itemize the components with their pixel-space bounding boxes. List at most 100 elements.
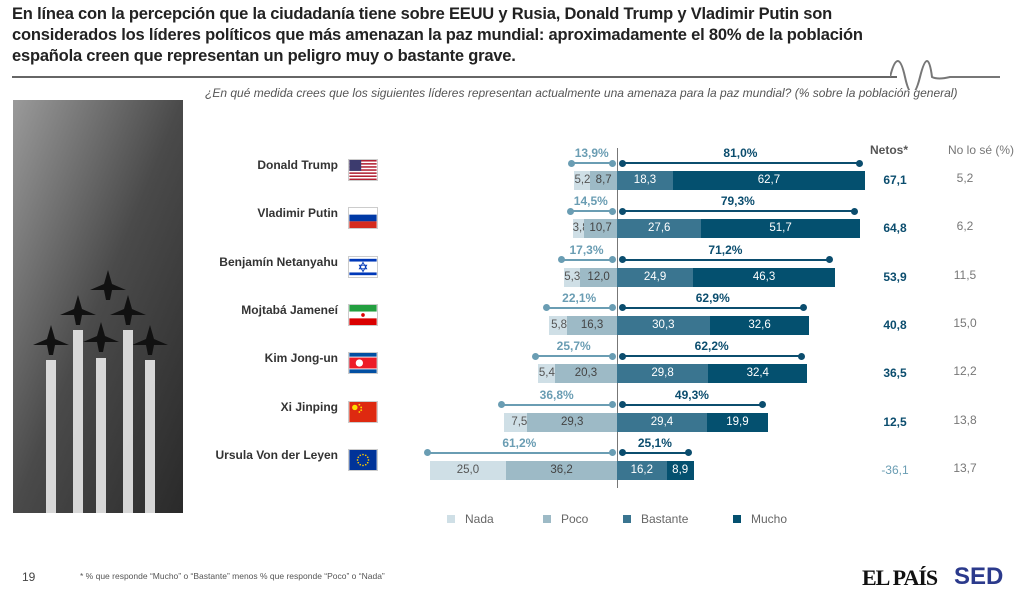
bracket-dot <box>825 256 833 264</box>
bar-nada: 5,8 <box>549 315 568 335</box>
bracket-dot <box>609 207 616 215</box>
sed-logo: SED <box>954 563 1004 590</box>
bracket-dot <box>798 352 806 360</box>
bar-bastante: 29,8 <box>617 364 709 384</box>
legend-swatch <box>623 515 631 523</box>
bracket-dot <box>619 207 626 215</box>
negative-bracket <box>561 258 612 261</box>
positive-total-label: 25,1% <box>637 435 672 450</box>
positive-bracket <box>622 451 688 454</box>
bracket-dot <box>619 159 626 167</box>
bar-nada: 7,5 <box>504 412 528 432</box>
legend-swatch <box>543 515 551 523</box>
bar-bastante: 16,2 <box>617 460 667 480</box>
bracket-dot <box>609 159 616 167</box>
bar-mucho: 62,7 <box>672 171 865 190</box>
positive-bracket <box>622 258 829 261</box>
north-korea-flag-icon <box>348 352 378 375</box>
positive-bracket <box>622 355 802 358</box>
bracket-dot <box>423 449 431 457</box>
bracket-dot <box>619 256 626 264</box>
russia-flag-icon <box>348 207 378 230</box>
leader-name: Xi Jinping <box>280 399 338 414</box>
bar-poco: 29,3 <box>527 412 617 432</box>
netos-header: Netos* <box>870 143 909 157</box>
leader-name: Vladimir Putin <box>257 206 338 221</box>
positive-total-label: 49,3% <box>674 387 709 402</box>
israel-flag-icon <box>348 255 378 278</box>
bracket-dot <box>800 304 808 312</box>
bracket-dot <box>855 159 863 167</box>
china-flag-icon <box>348 400 378 423</box>
legend-nada: Nada <box>447 512 494 526</box>
bracket-dot <box>609 304 616 312</box>
positive-bracket <box>622 403 762 406</box>
leader-name: Benjamín Netanyahu <box>219 254 338 269</box>
no-lo-se-header: No lo sé (%) <box>948 143 1015 157</box>
negative-total-label: 22,1% <box>562 290 597 305</box>
bracket-dot <box>850 207 858 215</box>
negative-total-label: 36,8% <box>539 387 574 402</box>
wave-decoration <box>890 60 1000 90</box>
bar-nada: 5,4 <box>538 364 555 384</box>
bar-bastante: 24,9 <box>617 267 694 287</box>
bar-mucho: 32,4 <box>708 364 808 384</box>
leader-name: Kim Jong-un <box>264 351 338 366</box>
negative-bracket <box>501 403 612 406</box>
positive-total-label: 62,9% <box>695 290 730 305</box>
legend-bastante: Bastante <box>623 512 688 526</box>
legend-swatch <box>733 515 741 523</box>
iran-flag-icon <box>348 303 378 326</box>
netos-value: -36,1 <box>881 462 909 477</box>
netos-value: 53,9 <box>883 269 907 284</box>
negative-bracket <box>426 451 612 454</box>
bracket-dot <box>566 207 574 215</box>
legend-poco: Poco <box>543 512 588 526</box>
bar-bastante: 30,3 <box>617 315 710 335</box>
negative-total-label: 13,9% <box>574 146 609 160</box>
fighter-jets-photo <box>13 100 183 513</box>
negative-bracket <box>546 306 612 309</box>
leader-name: Mojtabá Jameneí <box>241 302 338 317</box>
netos-value: 36,5 <box>883 366 907 381</box>
positive-total-label: 81,0% <box>723 146 758 160</box>
bar-mucho: 51,7 <box>701 219 860 239</box>
usa-flag-icon <box>348 159 378 181</box>
bar-bastante: 27,6 <box>617 219 702 239</box>
bracket-dot <box>609 449 616 457</box>
bar-bastante: 29,4 <box>617 412 707 432</box>
no-lo-se-value: 5,2 <box>956 171 974 185</box>
legend-swatch <box>447 515 455 523</box>
negative-bracket <box>571 162 612 164</box>
bar-mucho: 8,9 <box>666 460 694 480</box>
bracket-dot <box>619 304 626 312</box>
bar-nada: 5,2 <box>574 171 590 190</box>
bracket-dot <box>619 401 626 408</box>
bar-poco: 36,2 <box>506 460 617 480</box>
bracket-dot <box>532 352 540 360</box>
no-lo-se-value: 13,8 <box>953 412 977 427</box>
bar-poco: 10,7 <box>584 219 617 239</box>
no-lo-se-value: 13,7 <box>953 460 977 475</box>
no-lo-se-value: 6,2 <box>956 219 974 234</box>
bracket-dot <box>619 449 626 457</box>
bracket-dot <box>543 304 551 312</box>
bracket-dot <box>758 401 766 408</box>
bar-bastante: 18,3 <box>617 171 673 190</box>
bar-mucho: 19,9 <box>706 412 768 432</box>
leader-name: Ursula Von der Leyen <box>215 447 338 462</box>
leader-name: Donald Trump <box>257 158 338 172</box>
bracket-dot <box>558 256 566 264</box>
bar-poco: 8,7 <box>590 171 617 190</box>
bar-nada: 5,3 <box>564 267 581 287</box>
bar-poco: 12,0 <box>580 267 617 287</box>
bracket-dot <box>609 256 616 264</box>
positive-total-label: 71,2% <box>708 242 743 257</box>
bar-mucho: 46,3 <box>693 267 835 287</box>
bar-poco: 20,3 <box>554 364 617 384</box>
negative-total-label: 25,7% <box>556 339 591 354</box>
bracket-dot <box>568 159 576 167</box>
bracket-dot <box>619 352 626 360</box>
no-lo-se-value: 11,5 <box>953 267 977 282</box>
